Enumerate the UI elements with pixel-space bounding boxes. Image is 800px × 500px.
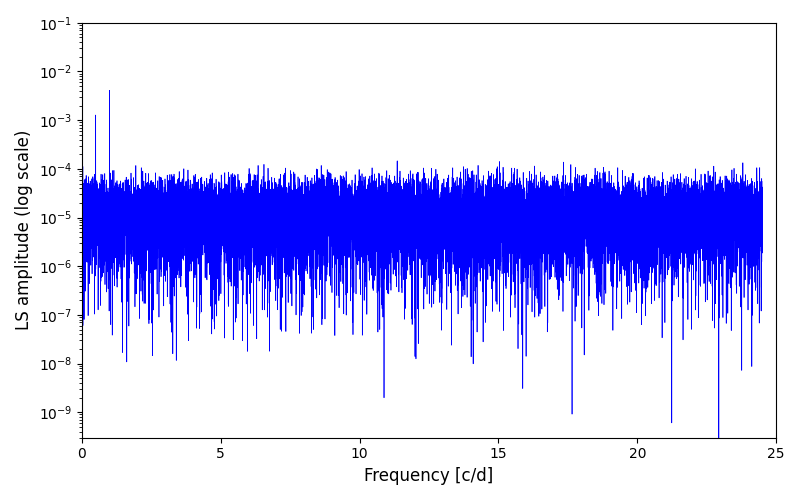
Y-axis label: LS amplitude (log scale): LS amplitude (log scale) — [15, 130, 33, 330]
X-axis label: Frequency [c/d]: Frequency [c/d] — [364, 467, 494, 485]
